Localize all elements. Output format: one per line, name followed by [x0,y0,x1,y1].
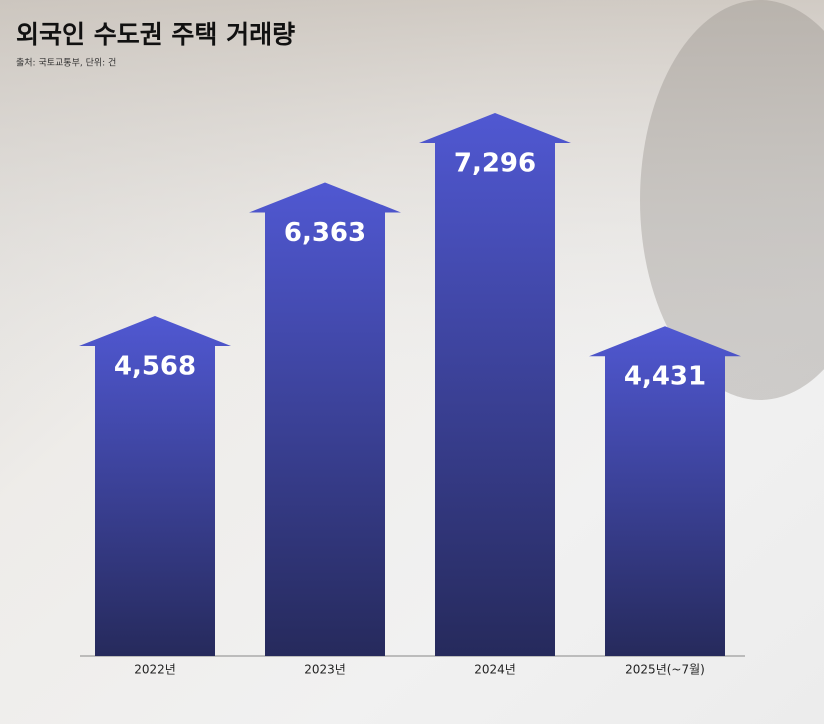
value-label: 7,296 [454,149,536,179]
x-tick-label: 2025년(~7월) [625,663,705,677]
photo-shadow [640,0,824,400]
arrow-bar [419,113,571,656]
x-tick-label: 2024년 [474,663,516,677]
arrow-bar [79,316,231,656]
value-label: 4,568 [114,352,196,382]
arrow-bar [249,182,401,656]
value-label: 6,363 [284,218,366,248]
value-label: 4,431 [624,362,706,392]
chart-title: 외국인 수도권 주택 거래량 [16,20,295,49]
chart-subtitle: 출처: 국토교통부, 단위: 건 [16,57,116,69]
arrow-bar [589,326,741,656]
x-tick-label: 2023년 [304,663,346,677]
x-tick-label: 2022년 [134,663,176,677]
